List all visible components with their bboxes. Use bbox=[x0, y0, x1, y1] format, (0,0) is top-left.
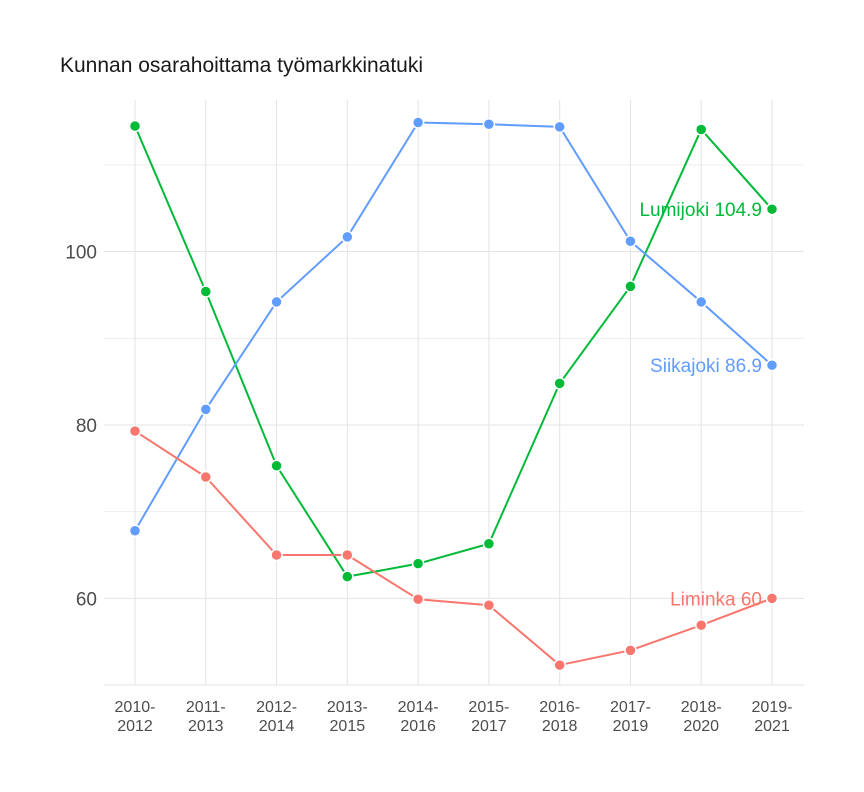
series-line-liminka bbox=[134, 430, 773, 667]
data-point-liminka bbox=[128, 424, 142, 438]
y-tick-label: 60 bbox=[76, 589, 97, 610]
data-point-liminka bbox=[341, 548, 354, 562]
x-tick-label: 2014-2016 bbox=[398, 699, 439, 735]
data-point-siikajoki bbox=[411, 116, 425, 129]
data-point-siikajoki bbox=[482, 118, 496, 131]
x-axis-ticks: 2010-2012 2011-2013 2012-2014 2013-2015 2014… bbox=[115, 699, 793, 735]
data-point-siikajoki bbox=[199, 403, 213, 416]
series-end-label-lumijoki: Lumijoki 104.9 bbox=[639, 200, 762, 221]
data-point-lumijoki bbox=[128, 119, 142, 133]
data-point-lumijoki bbox=[270, 459, 283, 472]
grid bbox=[104, 100, 804, 686]
series-end-label-liminka: Liminka 60 bbox=[670, 589, 762, 610]
data-point-lumijoki bbox=[553, 377, 566, 390]
data-point-lumijoki bbox=[765, 202, 779, 216]
data-point-liminka bbox=[199, 470, 213, 484]
series-points bbox=[128, 116, 779, 672]
data-point-liminka bbox=[694, 618, 708, 632]
data-point-siikajoki bbox=[624, 235, 637, 248]
data-point-liminka bbox=[411, 592, 425, 606]
x-tick-label: 2015-2017 bbox=[468, 699, 509, 735]
x-tick-label: 2019-2021 bbox=[752, 699, 793, 735]
data-point-lumijoki bbox=[199, 285, 213, 298]
data-point-siikajoki bbox=[341, 230, 354, 244]
data-point-lumijoki bbox=[694, 123, 708, 136]
data-point-liminka bbox=[624, 644, 637, 657]
series-line-lumijoki bbox=[134, 125, 773, 578]
data-point-siikajoki bbox=[128, 524, 142, 537]
data-point-liminka bbox=[765, 592, 779, 605]
data-point-lumijoki bbox=[624, 280, 637, 293]
data-point-lumijoki bbox=[341, 570, 354, 583]
data-point-siikajoki bbox=[270, 295, 283, 309]
series-end-label-siikajoki: Siikajoki 86.9 bbox=[650, 356, 762, 377]
series-end-labels: Lumijoki 104.9 Siikajoki 86.9 Liminka 60 bbox=[639, 200, 762, 610]
x-tick-label: 2010-2012 bbox=[115, 699, 156, 735]
data-point-liminka bbox=[482, 599, 496, 612]
y-tick-label: 80 bbox=[76, 416, 97, 437]
x-tick-label: 2016-2018 bbox=[539, 699, 580, 735]
series-lines bbox=[134, 121, 773, 667]
x-tick-label: 2012-2014 bbox=[256, 699, 297, 735]
data-point-lumijoki bbox=[482, 537, 496, 550]
data-point-siikajoki bbox=[694, 295, 708, 309]
data-point-siikajoki bbox=[553, 120, 566, 134]
y-axis-ticks: 60 80 100 bbox=[65, 243, 97, 611]
x-tick-label: 2013-2015 bbox=[327, 699, 368, 735]
data-point-lumijoki bbox=[411, 557, 425, 570]
data-point-liminka bbox=[270, 548, 283, 562]
series-line-siikajoki bbox=[134, 121, 773, 532]
x-tick-label: 2011-2013 bbox=[186, 699, 226, 735]
x-tick-label: 2017-2019 bbox=[610, 699, 651, 735]
data-point-liminka bbox=[553, 658, 566, 672]
chart-title: Kunnan osarahoittama työmarkkinatuki bbox=[60, 54, 424, 77]
data-point-siikajoki bbox=[765, 358, 779, 372]
x-tick-label: 2018-2020 bbox=[681, 699, 722, 735]
y-tick-label: 100 bbox=[65, 243, 97, 264]
